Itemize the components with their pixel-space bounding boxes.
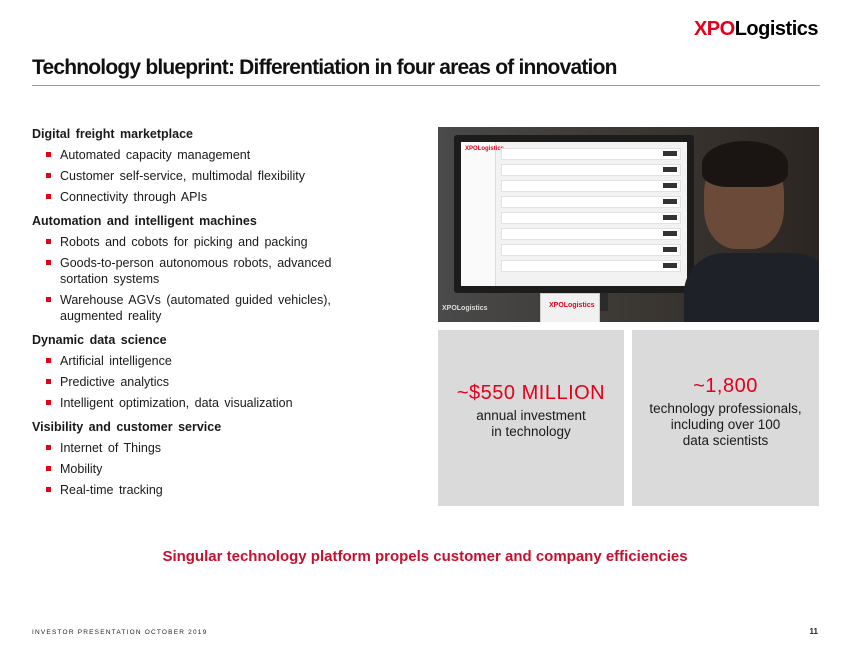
stat-value: ~1,800: [693, 375, 758, 397]
xpo-logo: XPOLogistics: [693, 18, 819, 41]
desk-logo: XPOLogistics: [442, 305, 488, 312]
bullet-item: Connectivity through APIs: [32, 189, 362, 205]
stat-card-investment: ~$550 MILLION annual investment in techn…: [438, 330, 624, 506]
screen-row-button: [663, 183, 677, 188]
bullet-item: Artificial intelligence: [32, 353, 362, 369]
bullet-item: Customer self-service, multimodal flexib…: [32, 168, 362, 184]
bullet-item: Internet of Things: [32, 440, 362, 456]
section-automation: Automation and intelligent machines Robo…: [32, 213, 362, 324]
bullet-item: Predictive analytics: [32, 374, 362, 390]
bullet-item: Robots and cobots for picking and packin…: [32, 234, 362, 250]
screen-row: [501, 148, 681, 160]
technologist-photo: XPOLogistics XPOLogistics XPOLogistics: [438, 127, 819, 322]
tagline: Singular technology platform propels cus…: [162, 548, 688, 565]
page-number: 11: [809, 627, 818, 636]
bullet-item: Automated capacity management: [32, 147, 362, 163]
screen-row-button: [663, 167, 677, 172]
screen-row: [501, 212, 681, 224]
stat-value: ~$550 MILLION: [456, 382, 606, 404]
section-heading: Visibility and customer service: [32, 420, 222, 434]
stat-caption-line: data scientists: [682, 433, 769, 448]
stat-caption-line: annual investment: [476, 408, 586, 423]
monitor-image: XPOLogistics: [454, 135, 694, 293]
person-hair: [702, 141, 788, 187]
logo-logistics-text: Logistics: [734, 18, 819, 40]
monitor-screen: XPOLogistics: [461, 142, 687, 286]
section-visibility: Visibility and customer service Internet…: [32, 419, 362, 498]
screen-row: [501, 196, 681, 208]
stat-card-professionals: ~1,800 technology professionals, includi…: [632, 330, 819, 506]
screen-row-button: [663, 231, 677, 236]
screen-row: [501, 164, 681, 176]
bullet-item: Mobility: [32, 461, 362, 477]
screen-logo: XPOLogistics: [465, 146, 505, 152]
innovation-areas-list: Digital freight marketplace Automated ca…: [32, 126, 362, 506]
bullet-item: Warehouse AGVs (automated guided vehicle…: [32, 292, 362, 324]
box-logo: XPOLogistics: [549, 302, 595, 309]
section-digital-freight: Digital freight marketplace Automated ca…: [32, 126, 362, 205]
screen-row-button: [663, 199, 677, 204]
bullet-item: Goods-to-person autonomous robots, advan…: [32, 255, 362, 287]
section-heading: Dynamic data science: [32, 333, 167, 347]
screen-row-button: [663, 151, 677, 156]
screen-row-button: [663, 263, 677, 268]
bullet-item: Real-time tracking: [32, 482, 362, 498]
screen-row: [501, 244, 681, 256]
slide-title: Technology blueprint: Differentiation in…: [32, 56, 617, 79]
stat-caption-line: in technology: [491, 424, 571, 439]
person-torso: [684, 253, 819, 322]
stat-caption-line: including over 100: [670, 417, 781, 432]
screen-row: [501, 228, 681, 240]
screen-row: [501, 180, 681, 192]
screen-row-button: [663, 247, 677, 252]
screen-row-button: [663, 215, 677, 220]
shipping-box: XPOLogistics: [540, 293, 600, 322]
title-divider: [32, 85, 820, 86]
section-heading: Automation and intelligent machines: [32, 214, 257, 228]
logo-xpo-text: XPO: [693, 18, 735, 40]
stat-caption-line: technology professionals,: [649, 401, 802, 416]
screen-row: [501, 260, 681, 272]
screen-sidebar: XPOLogistics: [461, 142, 504, 286]
footer-text: INVESTOR PRESENTATION OCTOBER 2019: [32, 629, 208, 636]
section-heading: Digital freight marketplace: [32, 127, 193, 141]
section-data-science: Dynamic data science Artificial intellig…: [32, 332, 362, 411]
bullet-item: Intelligent optimization, data visualiza…: [32, 395, 362, 411]
person-figure: [674, 135, 819, 322]
